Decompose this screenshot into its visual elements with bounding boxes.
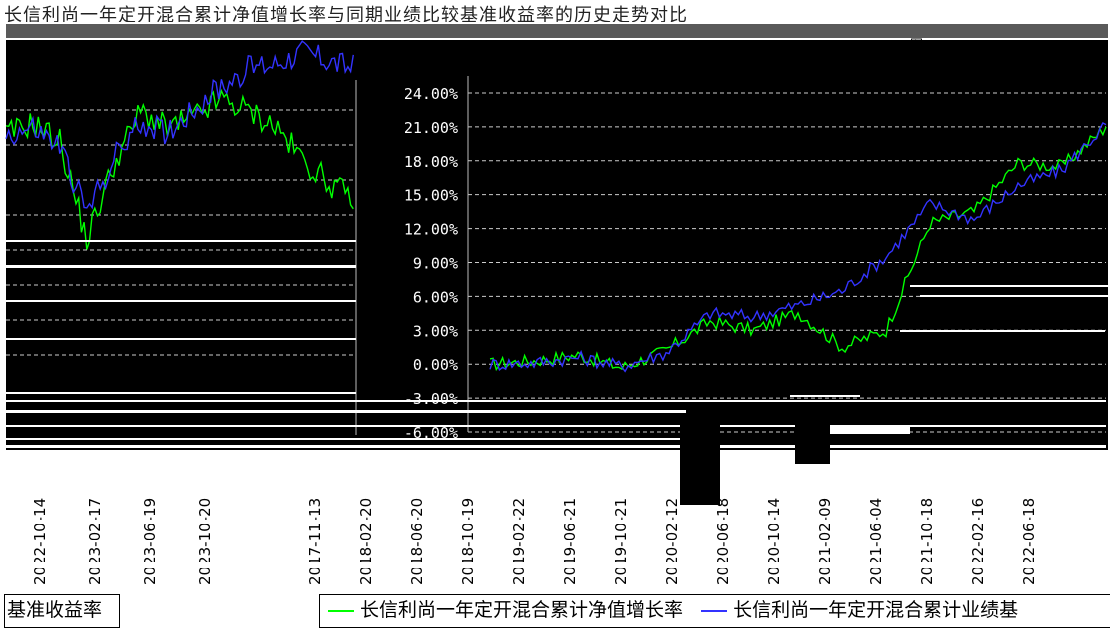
y-tick-label: -6.00% (404, 424, 458, 442)
series-line-2 (489, 122, 1107, 373)
render-artifact-band (6, 410, 686, 413)
render-artifacts (6, 240, 1110, 568)
y-tick-label: 3.00% (413, 322, 458, 340)
render-artifact-band (6, 265, 356, 268)
left-series-line-2 (5, 40, 354, 210)
legend-series-2: 长信利尚一年定开混合累计业绩基 (733, 599, 1019, 621)
render-artifact-band (6, 480, 1106, 482)
render-artifact-block (680, 425, 720, 505)
y-tick-label: 9.00% (413, 254, 458, 272)
render-artifact-band (6, 400, 1106, 402)
render-artifact-band (6, 300, 356, 302)
render-artifact-band (790, 395, 860, 397)
chart-title-strip: 长信利尚一年定开混合累计净值增长率与同期业绩比较基准收益率的历史走势对比 (0, 0, 1112, 22)
render-artifact-band (6, 520, 1108, 524)
y-tick-label: 0.00% (413, 356, 458, 374)
render-artifact-band (6, 445, 1106, 448)
render-artifact-band (6, 425, 1106, 427)
legend-fragment-left: 基准收益率 (4, 594, 120, 628)
title-bar (6, 24, 1108, 38)
render-artifact-band (6, 562, 1108, 568)
grid-layer (468, 92, 1106, 433)
render-artifact-band (6, 392, 356, 394)
render-artifact-block (795, 412, 830, 464)
render-artifact-band (6, 338, 356, 340)
axes-layer: 24.00% 21.00% 18.00% 15.00% 12.00% 9.00% 6.00%… (404, 76, 469, 442)
series-layer (489, 122, 1107, 373)
render-artifact-band (6, 438, 686, 440)
legend-left-label: 基准收益率 (7, 599, 103, 621)
render-artifact-band (910, 285, 1110, 287)
y-tick-label: 15.00% (404, 187, 458, 205)
render-artifact-band (900, 330, 1105, 332)
render-artifact-band (830, 426, 910, 434)
y-tick-label: 24.00% (404, 85, 458, 103)
render-artifact-band (920, 295, 1110, 297)
chart-svg: 24.00% 21.00% 18.00% 15.00% 12.00% 9.00% 6.00%… (5, 40, 1110, 592)
y-tick-label: 6.00% (413, 288, 458, 306)
series-line-1 (489, 126, 1107, 372)
y-tick-label: 12.00% (404, 221, 458, 239)
y-tick-label: 21.00% (404, 119, 458, 137)
y-tick-label: 18.00% (404, 153, 458, 171)
legend-benchmark-swatch (701, 609, 728, 612)
chart-title: 长信利尚一年定开混合累计净值增长率与同期业绩比较基准收益率的历史走势对比 (4, 5, 688, 22)
left-chart-panel (5, 40, 357, 435)
legend-series-1: 长信利尚一年定开混合累计净值增长率 (360, 599, 684, 621)
y-tick-label: -3.00% (404, 390, 458, 408)
render-artifact-band (6, 240, 356, 242)
legend: 长信利尚一年定开混合累计净值增长率 长信利尚一年定开混合累计业绩基 (319, 594, 1110, 628)
render-artifact-band (6, 470, 666, 473)
legend-nav-swatch (328, 609, 354, 612)
render-artifact-band (6, 540, 1108, 542)
